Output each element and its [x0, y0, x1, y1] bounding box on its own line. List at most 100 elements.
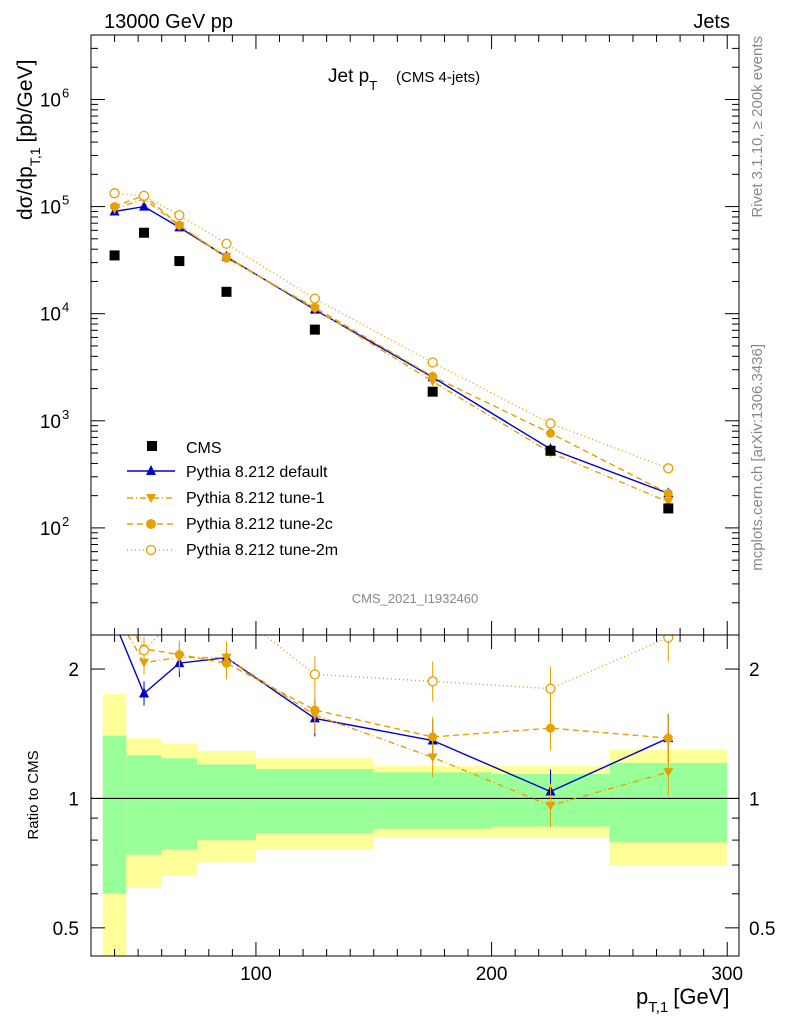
y-axis-label-sub: T,1 — [27, 147, 43, 166]
legend-marker-tune1 — [146, 494, 156, 503]
x-axis-label-unit: [GeV] — [673, 984, 729, 1009]
series-marker-0 — [139, 200, 150, 211]
legend-marker-default — [146, 465, 156, 475]
ratio-marker-3 — [663, 635, 674, 643]
rivet-version-label: Rivet 3.1.10, ≥ 200k events — [749, 36, 766, 218]
x-tick-label: 100 — [240, 964, 272, 985]
cms-data-point — [427, 386, 438, 397]
series-marker-3 — [427, 357, 438, 368]
x-axis-label-main: p — [636, 984, 648, 1009]
ratio-band-inner — [197, 764, 256, 841]
ratio-marker-1 — [663, 768, 674, 778]
ratio-tick-label-right: 2 — [749, 660, 760, 681]
cms-data-point — [221, 286, 232, 297]
series-marker-3 — [109, 188, 120, 199]
main-markers — [109, 188, 674, 514]
legend-marker-cms — [147, 441, 157, 451]
y-tick-label-exponent: 6 — [62, 85, 69, 100]
cms-data-point — [174, 256, 185, 267]
y-tick-label-exponent: 2 — [62, 514, 69, 529]
ratio-marker-2 — [428, 732, 438, 742]
legend-entry-tune2m: Pythia 8.212 tune-2m — [186, 542, 338, 559]
x-axis-label-sub: T,1 — [648, 999, 668, 1016]
series-marker-3 — [309, 293, 321, 304]
series-marker-3 — [663, 463, 674, 474]
series-marker-2 — [174, 220, 184, 230]
cms-data-point — [109, 250, 120, 261]
ratio-tick-label-right: 1 — [749, 789, 760, 810]
header-jets-label: Jets — [693, 11, 730, 33]
ratio-band-inner — [102, 735, 127, 894]
cms-data-point — [545, 445, 556, 456]
series-marker-2 — [310, 303, 320, 313]
ratio-marker-3 — [138, 645, 150, 656]
ratio-marker-1 — [139, 658, 150, 668]
ratio-axis-label: Ratio to CMS — [25, 750, 42, 839]
ratio-markers — [138, 635, 674, 828]
ratio-band-inner — [126, 755, 162, 855]
series-marker-2 — [428, 371, 438, 381]
y-tick-label: 10 — [40, 198, 61, 219]
chart-title-extra: (CMS 4-jets) — [396, 69, 480, 86]
x-tick-label: 200 — [476, 964, 508, 985]
ratio-series-line-3 — [138, 635, 669, 690]
y-tick-label: 10 — [40, 519, 61, 540]
chart-title-main: Jet p — [328, 66, 369, 87]
y-axis-label: dσ/dpT,1 [pb/GeV] — [14, 60, 43, 220]
legend-entry-cms: CMS — [186, 440, 222, 457]
ratio-marker-2 — [545, 723, 555, 733]
ratio-marker-2 — [221, 658, 231, 668]
ratio-marker-2 — [663, 733, 673, 743]
legend-marker-tune2c — [146, 519, 156, 529]
ratio-tick-label: 2 — [68, 660, 79, 681]
ratio-marker-3 — [309, 669, 321, 680]
ratio-tick-label: 1 — [68, 789, 79, 810]
series-marker-2 — [110, 202, 120, 212]
ratio-marker-3 — [427, 676, 438, 687]
mcplots-label: mcplots.cern.ch [arXiv:1306.3436] — [749, 344, 766, 571]
ratio-series-line-2 — [134, 635, 669, 739]
y-tick-label-exponent: 4 — [62, 300, 69, 315]
x-axis-label: pT,1 [GeV] — [636, 984, 730, 1016]
cms-data-point — [309, 324, 320, 335]
series-marker-1 — [663, 497, 674, 507]
series-marker-2 — [221, 253, 231, 263]
ratio-tick-label: 0.5 — [53, 919, 79, 940]
ratio-panel: 100 200 300 0.5 0.5 1 1 2 2 Ratio to CMS — [25, 634, 775, 985]
ratio-marker-1 — [427, 753, 438, 763]
chart-title: Jet pT — [328, 66, 377, 93]
cms-data-point — [663, 503, 674, 514]
series-marker-3 — [174, 210, 185, 221]
ratio-uncertainty-bands — [102, 693, 728, 956]
y-axis-label-main: dσ/dp — [14, 166, 37, 220]
main-series-lines — [114, 192, 669, 503]
y-tick-label: 10 — [40, 90, 61, 111]
analysis-watermark: CMS_2021_I1932460 — [352, 591, 479, 606]
legend-entry-default: Pythia 8.212 default — [186, 464, 328, 481]
chart-title-sub: T — [369, 78, 377, 93]
ratio-frame — [90, 634, 740, 957]
y-tick-label-exponent: 3 — [62, 407, 69, 422]
ratio-marker-2 — [310, 705, 320, 715]
y-tick-label-exponent: 5 — [62, 193, 69, 208]
header-energy-label: 13000 GeV pp — [104, 11, 233, 33]
cms-data-point — [139, 227, 150, 238]
series-line-3 — [114, 192, 669, 469]
ratio-band-inner — [373, 772, 492, 829]
ratio-tick-label-right: 0.5 — [749, 919, 775, 940]
y-tick-label: 10 — [40, 305, 61, 326]
ratio-band-inner — [255, 769, 374, 834]
ratio-series-lines — [119, 635, 669, 807]
ratio-marker-0 — [139, 687, 150, 698]
ratio-series-line-0 — [119, 635, 669, 793]
ratio-marker-3 — [545, 683, 556, 694]
y-tick-label: 10 — [40, 412, 61, 433]
ratio-axes: 100 200 300 0.5 0.5 1 1 2 2 — [53, 635, 775, 985]
ratio-marker-1 — [545, 801, 556, 811]
ratio-marker-2 — [174, 650, 184, 660]
legend-entry-tune2c: Pythia 8.212 tune-2c — [186, 516, 333, 533]
legend-entry-tune1: Pythia 8.212 tune-1 — [186, 490, 325, 507]
